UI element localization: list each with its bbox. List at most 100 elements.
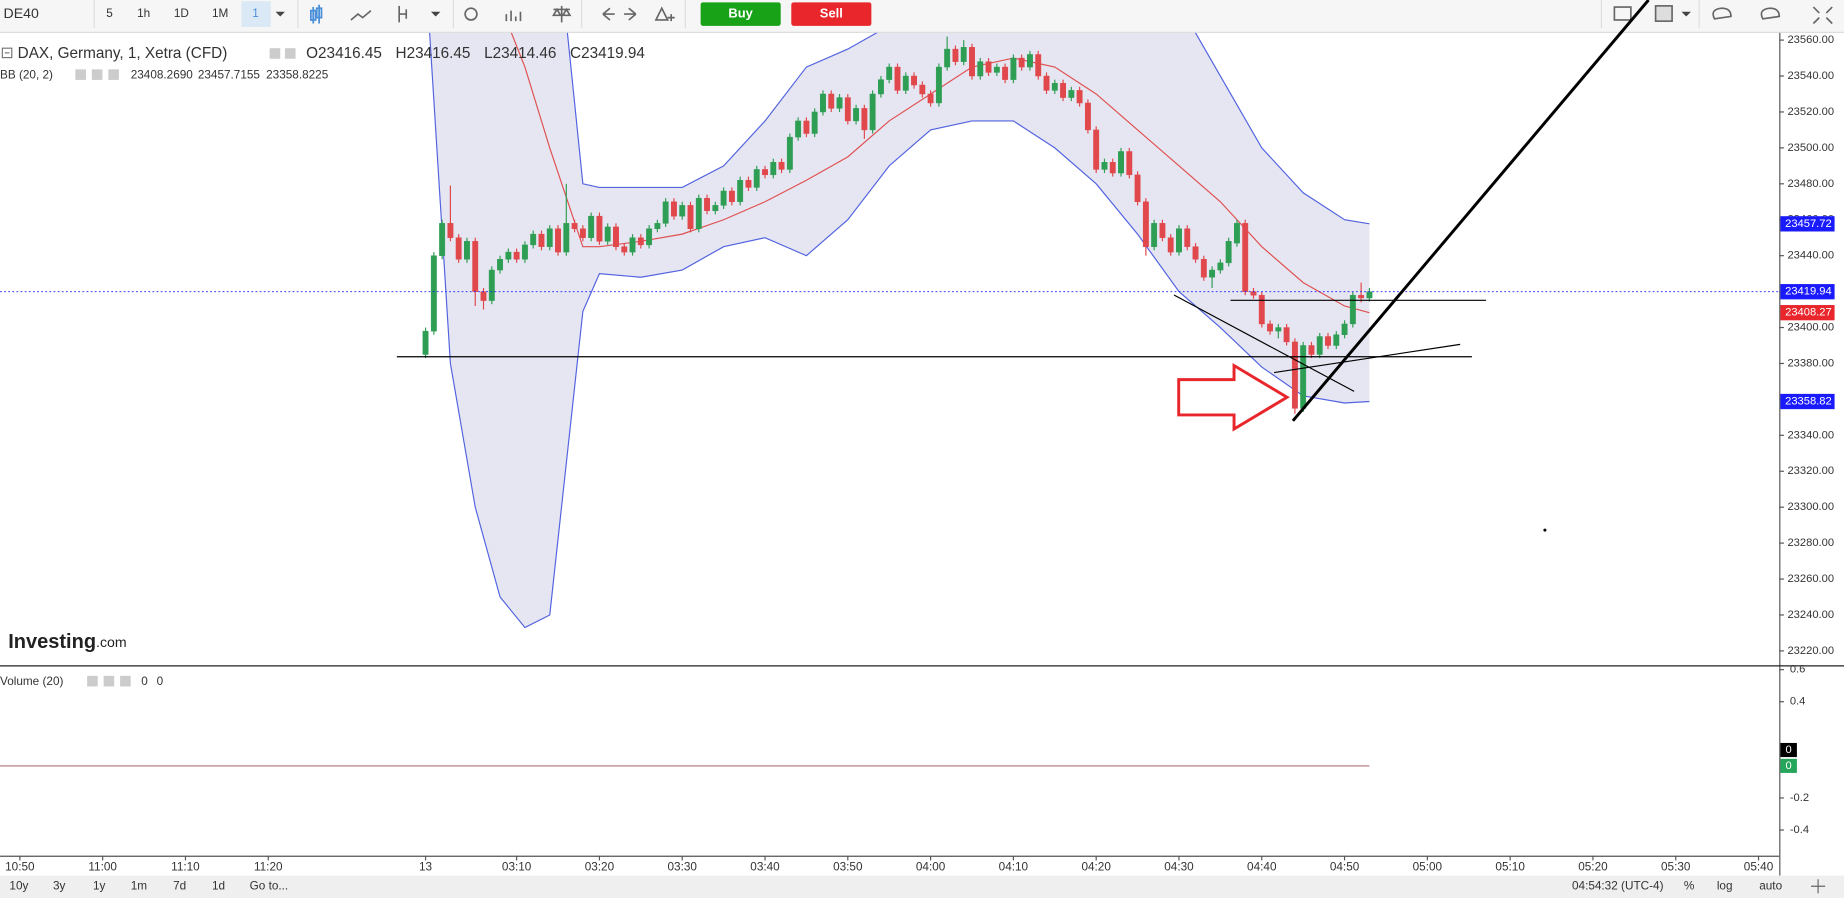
sell-button[interactable] xyxy=(791,2,872,26)
candle-body xyxy=(935,66,942,104)
symbol[interactable]: DE40 xyxy=(4,5,39,21)
toolbar-icons[interactable] xyxy=(309,4,323,24)
candle-body xyxy=(853,108,860,122)
candle-body xyxy=(844,97,851,122)
x-tick-label: 03:50 xyxy=(833,861,863,874)
candle-body xyxy=(1126,151,1133,176)
option-button[interactable]: auto xyxy=(1759,879,1782,892)
candle-body xyxy=(1118,151,1124,174)
footer xyxy=(0,875,1844,898)
candle-body xyxy=(513,251,520,260)
interval[interactable]: 1M xyxy=(212,7,228,20)
price-pane xyxy=(0,32,1780,629)
y-tick-label: 23220.00 xyxy=(1787,645,1834,657)
candle-body xyxy=(1267,323,1273,332)
price-tag xyxy=(1780,284,1835,300)
ohlc-key: H xyxy=(396,45,407,62)
candle-body xyxy=(538,233,545,247)
candle-body xyxy=(927,93,934,104)
candle-body xyxy=(1027,54,1033,68)
candle-body xyxy=(745,179,752,188)
candle-body xyxy=(455,237,462,260)
x-tick-label: 03:10 xyxy=(502,861,532,874)
range-button[interactable]: 7d xyxy=(173,879,186,892)
collapse-icon[interactable] xyxy=(1,47,13,59)
candle-body xyxy=(1151,223,1158,247)
candle-body xyxy=(1209,269,1216,278)
candle-body xyxy=(1283,327,1290,343)
range-button[interactable]: 10y xyxy=(9,879,28,892)
drawings[interactable] xyxy=(396,0,1650,532)
y-tick-label: 23300.00 xyxy=(1787,501,1834,513)
x-tick-label: 04:30 xyxy=(1164,861,1194,874)
candle-body xyxy=(679,205,686,217)
volume-value: 0 xyxy=(141,675,148,688)
volume-title: Volume (20) xyxy=(0,675,63,688)
candle-body xyxy=(919,84,926,95)
candle-body xyxy=(1341,323,1348,335)
candle-body xyxy=(670,201,677,217)
candle-body xyxy=(1184,228,1191,247)
price-tag-label: 23457.72 xyxy=(1785,218,1832,230)
candle-body xyxy=(902,75,909,91)
range-button[interactable]: 1y xyxy=(93,879,106,892)
candle-body xyxy=(960,47,967,62)
clock: 04:54:32 (UTC-4) xyxy=(1572,879,1664,892)
range-button[interactable]: 1d xyxy=(212,879,225,892)
candle-body xyxy=(629,237,636,253)
buy-button[interactable] xyxy=(700,2,781,26)
toolbar-icons[interactable] xyxy=(350,5,1833,25)
candle-body xyxy=(1068,90,1075,98)
goto-button[interactable]: Go to... xyxy=(250,879,289,892)
ohlc-value: 23419.94 xyxy=(581,45,645,62)
candle-body xyxy=(1358,294,1365,299)
candle-body xyxy=(1018,57,1025,68)
option-button[interactable]: log xyxy=(1717,879,1733,892)
instrument: DAX, Germany, 1, Xetra (CFD) xyxy=(18,45,228,62)
arrow-annotation[interactable] xyxy=(1177,362,1290,432)
bb-value: 23408.2690 xyxy=(131,68,194,81)
bb-value: 23457.7155 xyxy=(198,68,261,81)
interval[interactable]: 1D xyxy=(174,7,189,20)
candle-body xyxy=(1300,345,1307,409)
candle-body xyxy=(894,66,901,91)
y-tick-label: 23540.00 xyxy=(1787,70,1834,82)
candle-body xyxy=(778,162,785,170)
candle-body xyxy=(530,233,537,246)
sell-label[interactable]: Sell xyxy=(820,6,843,21)
x-tick-label: 10:50 xyxy=(5,861,35,874)
candle-body xyxy=(596,215,603,242)
interval[interactable]: 5 xyxy=(106,7,113,20)
candle-body xyxy=(1159,223,1166,238)
candle-body xyxy=(1051,82,1058,91)
volume-tag xyxy=(1780,742,1797,758)
bb-value: 23358.8225 xyxy=(266,68,329,81)
settings-icon[interactable] xyxy=(1811,879,1826,894)
candle-body xyxy=(488,269,495,301)
legend-icons[interactable] xyxy=(75,48,296,687)
option-button[interactable]: % xyxy=(1684,879,1695,892)
buy-label[interactable]: Buy xyxy=(728,6,753,21)
range-button[interactable]: 1m xyxy=(131,879,148,892)
candle-body xyxy=(1101,162,1108,170)
candle-body xyxy=(803,120,810,134)
price-tag xyxy=(1780,216,1835,232)
candle-body xyxy=(430,255,437,332)
x-tick-label: 05:10 xyxy=(1495,861,1525,874)
watermark-brand: Investing xyxy=(8,631,96,653)
candle-body xyxy=(944,48,951,68)
y-tick-label: 23560.00 xyxy=(1787,34,1834,46)
candle-body xyxy=(521,244,528,260)
candle-body xyxy=(1142,201,1149,247)
candle-body xyxy=(687,205,694,229)
x-tick-label: 11:20 xyxy=(254,861,283,874)
candle-body xyxy=(869,93,876,131)
candle-body xyxy=(993,66,1000,73)
range-button[interactable]: 3y xyxy=(53,879,66,892)
active-interval-bg xyxy=(241,1,271,28)
interval[interactable]: 1h xyxy=(137,7,150,20)
candle-body xyxy=(505,251,512,260)
band-fill xyxy=(429,32,1370,628)
interval[interactable]: 1 xyxy=(252,7,259,20)
candle-body xyxy=(1176,228,1182,253)
